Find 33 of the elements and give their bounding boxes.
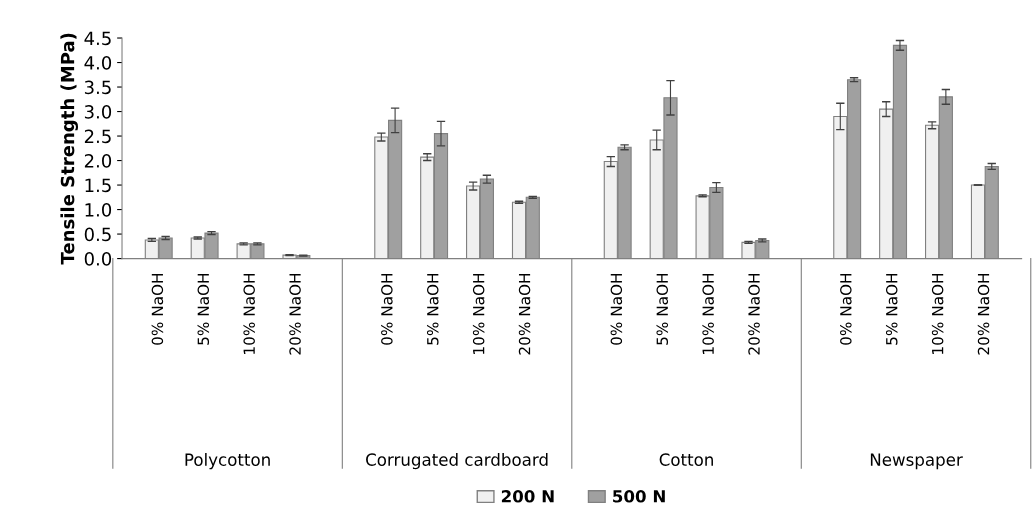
text: Cotton	[659, 453, 713, 466]
y-tick-label: 2.5	[84, 129, 111, 144]
y-axis-title: Tensile Strength (MPa)	[60, 33, 79, 265]
text: Corrugated cardboard	[366, 453, 548, 470]
x-tick-label: 20% NaOH	[289, 273, 301, 355]
y-tick-label: 4.0	[84, 55, 112, 70]
x-tick-label: 20% NaOH	[518, 273, 531, 355]
x-tick-label: 10% NaOH	[931, 273, 944, 354]
x-tick-label: 0% NaOH	[840, 273, 852, 345]
legend-label: 500 N	[613, 490, 665, 503]
text: Polycotton	[185, 453, 270, 470]
x-tick-label: 5% NaOH	[656, 273, 669, 345]
x-tick-label: 5% NaOH	[426, 273, 439, 345]
x-tick-label: 10% NaOH	[243, 273, 255, 354]
x-tick-label: 10% NaOH	[702, 273, 714, 354]
y-tick-label: 0.5	[84, 227, 111, 242]
y-tick-label: 1.5	[85, 178, 111, 193]
y-tick-label: 3.5	[84, 80, 111, 95]
x-tick-label: 10% NaOH	[472, 273, 485, 354]
x-tick-label: 20% NaOH	[977, 273, 990, 355]
y-tick-label: 4.5	[84, 31, 111, 46]
x-tick-label: 0% NaOH	[151, 273, 164, 345]
y-tick-label: 1.0	[85, 203, 112, 217]
y-tick-label: 2.0	[84, 154, 112, 168]
x-tick-label: 0% NaOH	[610, 273, 623, 345]
x-tick-label: 20% NaOH	[748, 273, 760, 355]
legend-label: 200 N	[501, 490, 554, 503]
text: Newspaper	[870, 453, 963, 470]
x-tick-label: 5% NaOH	[197, 273, 210, 345]
y-tick-label: 0.0	[84, 252, 112, 266]
y-tick-label: 3.0	[84, 105, 112, 119]
x-tick-label: 0% NaOH	[381, 273, 393, 345]
x-tick-label: 5% NaOH	[885, 273, 898, 345]
